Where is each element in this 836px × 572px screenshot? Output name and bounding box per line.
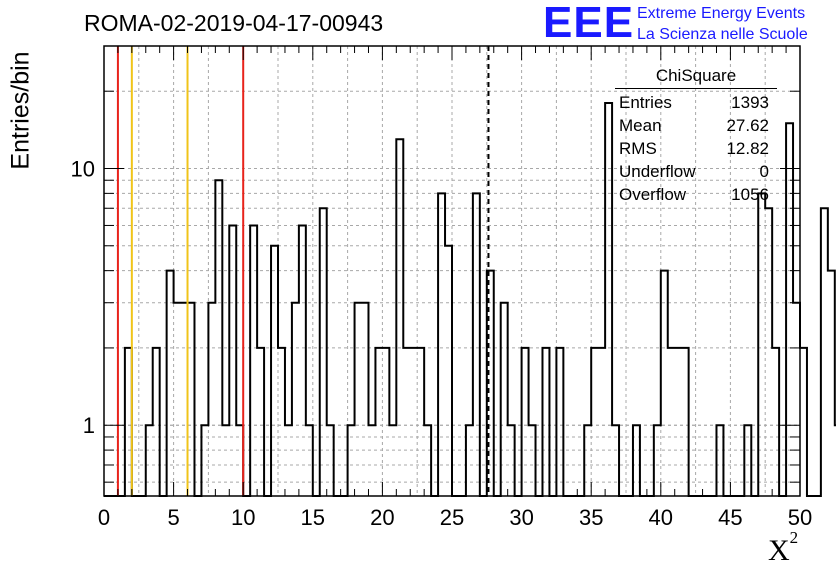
stats-label: Underflow (619, 162, 696, 181)
stats-row-mean: Mean 27.62 (611, 114, 777, 137)
x-axis-label-superscript: 2 (789, 528, 799, 547)
x-axis-label: X2 (768, 528, 798, 568)
stats-value: 27.62 (726, 116, 769, 135)
stats-row-underflow: Underflow 0 (611, 160, 777, 183)
stats-value: 1056 (731, 185, 769, 204)
x-tick-label: 25 (440, 505, 464, 530)
x-axis-label-text: X (768, 534, 790, 567)
stats-value: 0 (759, 162, 769, 181)
x-tick-label: 10 (231, 505, 255, 530)
stats-label: Overflow (619, 185, 687, 204)
logo-caption: Extreme Energy Events La Scienza nelle S… (637, 3, 808, 45)
stats-row-entries: Entries 1393 (611, 91, 777, 114)
x-tick-label: 45 (718, 505, 742, 530)
stats-label: Entries (619, 93, 672, 112)
y-tick-label: 10 (71, 156, 95, 181)
logo-caption-line1: Extreme Energy Events (637, 5, 806, 22)
x-tick-label: 5 (167, 505, 179, 530)
stats-value: 12.82 (726, 139, 769, 158)
stats-label: Mean (619, 116, 662, 135)
eee-logo: EEE (543, 0, 635, 47)
x-tick-label: 35 (579, 505, 603, 530)
x-tick-label: 20 (370, 505, 394, 530)
x-tick-label: 30 (509, 505, 533, 530)
logo-caption-line2: La Scienza nelle Scuole (637, 26, 808, 43)
x-tick-label: 40 (649, 505, 673, 530)
stats-label: RMS (619, 139, 657, 158)
stats-value: 1393 (731, 93, 769, 112)
y-axis-label: Entries/bin (6, 51, 35, 170)
x-tick-label: 0 (98, 505, 110, 530)
stats-row-overflow: Overflow 1056 (611, 183, 777, 206)
stats-row-rms: RMS 12.82 (611, 137, 777, 160)
histogram-series (104, 101, 836, 497)
y-tick-label: 1 (83, 413, 95, 438)
x-tick-label: 50 (788, 505, 812, 530)
x-tick-label: 15 (301, 505, 325, 530)
plot-title: ROMA-02-2019-04-17-00943 (84, 10, 384, 36)
stats-box: ChiSquare Entries 1393 Mean 27.62 RMS 12.82… (611, 66, 777, 206)
stats-title: ChiSquare (615, 66, 777, 89)
